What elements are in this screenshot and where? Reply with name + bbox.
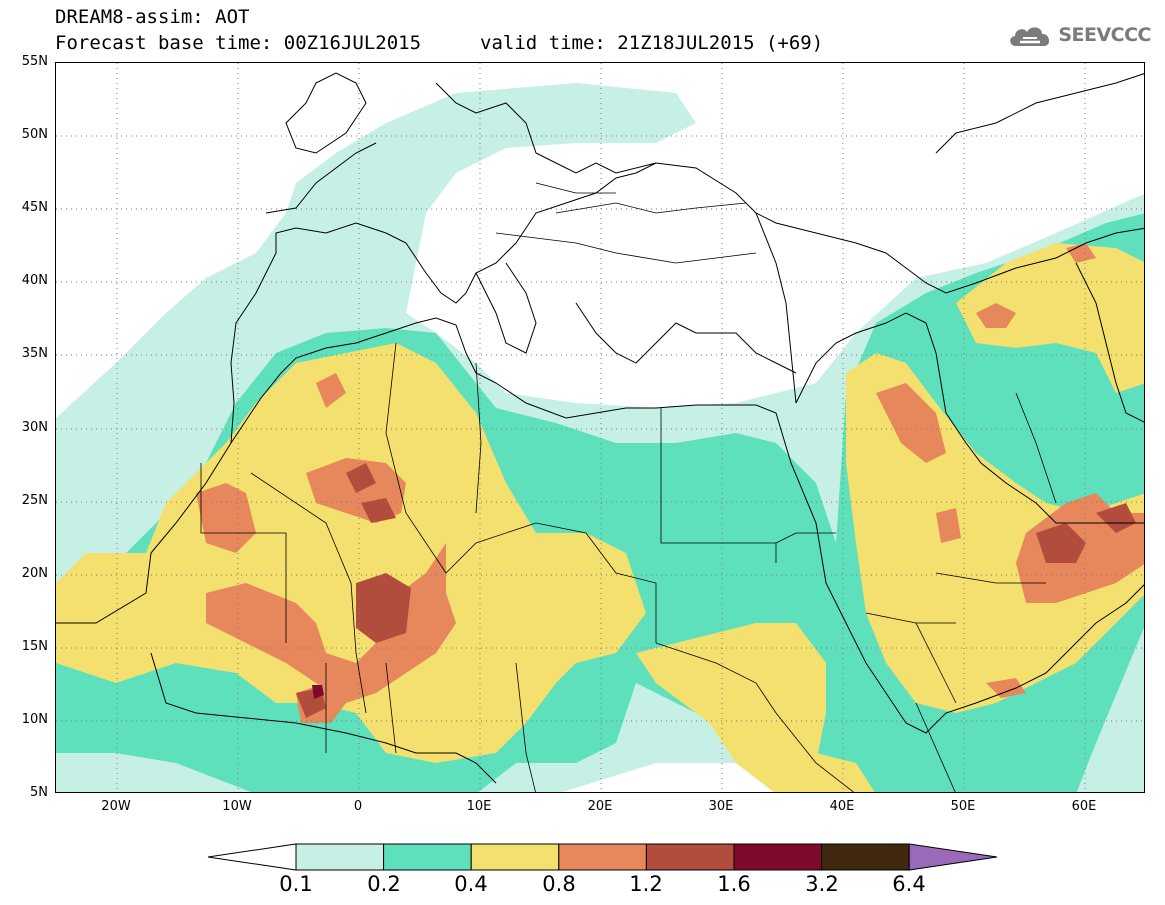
colorbar-swatch xyxy=(295,843,385,871)
colorbar-label: 0.8 xyxy=(542,872,576,896)
colorbar-label: 1.2 xyxy=(629,872,663,896)
lat-tick-label: 25N xyxy=(21,493,48,508)
lat-tick-label: 10N xyxy=(21,712,48,727)
lon-tick-label: 50E xyxy=(950,799,976,814)
lon-tick-label: 40E xyxy=(829,799,855,814)
seevccc-logo: SEEVCCC xyxy=(1006,22,1151,48)
lat-tick-label: 50N xyxy=(21,127,48,142)
coastlines xyxy=(56,72,1144,784)
lat-tick-label: 30N xyxy=(21,420,48,435)
lat-tick-label: 55N xyxy=(21,54,48,69)
borders xyxy=(200,182,1057,792)
forecast-base-time: Forecast base time: 00Z16JUL2015 xyxy=(55,32,422,54)
lat-tick-label: 45N xyxy=(21,200,48,215)
lat-tick-label: 40N xyxy=(21,273,48,288)
lat-tick-label: 5N xyxy=(30,785,48,800)
colorbar-upper-extension xyxy=(908,843,998,871)
aot-level-0.4 xyxy=(56,343,646,763)
aot-map xyxy=(55,62,1145,793)
colorbar-swatch xyxy=(821,843,910,871)
colorbar-label: 0.2 xyxy=(367,872,401,896)
aot-field xyxy=(56,83,1144,792)
colorbar-swatch xyxy=(470,843,560,871)
map-title: DREAM8-assim: AOT xyxy=(55,6,250,28)
aot-level-0.8 xyxy=(196,483,256,553)
lon-tick-label: 20E xyxy=(587,799,613,814)
valid-time: valid time: 21Z18JUL2015 (+69) xyxy=(480,32,824,54)
colorbar-swatch xyxy=(558,843,647,871)
aot-level-1.6 xyxy=(312,685,324,699)
colorbar-label: 3.2 xyxy=(805,872,839,896)
colorbar-swatch xyxy=(383,843,472,871)
colorbar-label: 6.4 xyxy=(892,872,926,896)
colorbar-swatch xyxy=(645,843,735,871)
colorbar-swatch xyxy=(733,843,823,871)
logo-text: SEEVCCC xyxy=(1058,24,1151,46)
aot-level-1.2 xyxy=(356,573,411,643)
lon-tick-label: 10W xyxy=(222,799,252,814)
lat-tick-label: 15N xyxy=(21,639,48,654)
graticule xyxy=(56,63,1144,792)
cloud-icon xyxy=(1010,27,1050,46)
lon-tick-label: 20W xyxy=(101,799,131,814)
lon-tick-label: 30E xyxy=(708,799,734,814)
colorbar-label: 0.4 xyxy=(454,872,488,896)
colorbar-lower-extension xyxy=(207,843,297,871)
lat-tick-label: 35N xyxy=(21,346,48,361)
lon-tick-label: 10E xyxy=(466,799,492,814)
lon-tick-label: 0 xyxy=(353,799,363,814)
lat-tick-label: 20N xyxy=(21,566,48,581)
colorbar-label: 0.1 xyxy=(279,872,313,896)
lon-tick-label: 60E xyxy=(1071,799,1097,814)
colorbar-label: 1.6 xyxy=(717,872,751,896)
